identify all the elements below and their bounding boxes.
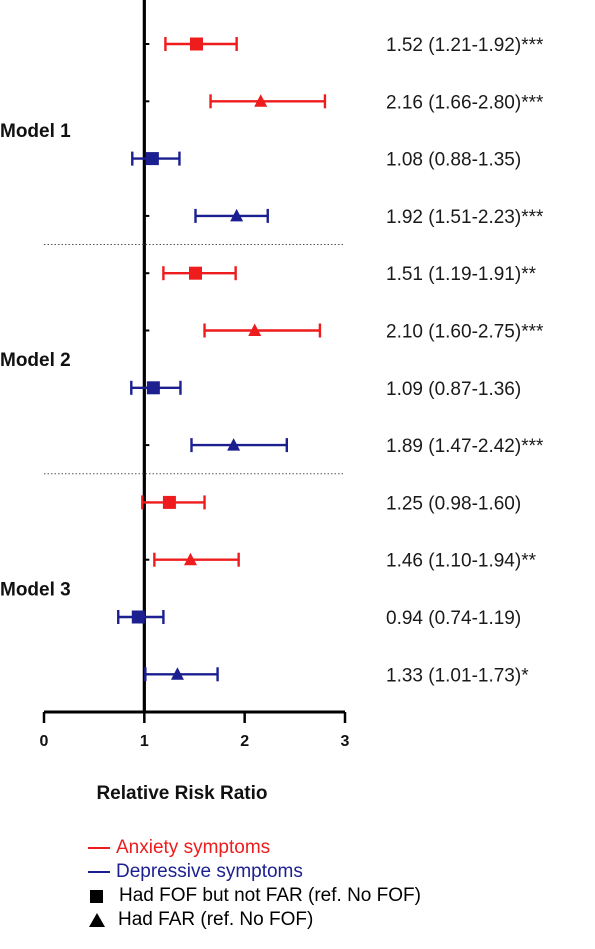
point-estimate-triangle bbox=[183, 552, 197, 566]
triangle-marker-icon bbox=[89, 913, 105, 927]
point-estimate-triangle bbox=[230, 208, 244, 222]
estimate-label: 1.92 (1.51-2.23)*** bbox=[386, 207, 544, 228]
square-marker-icon bbox=[90, 889, 103, 903]
legend-item-triangle: Had FAR (ref. No FOF) bbox=[88, 908, 421, 932]
legend-label-square: Had FOF but not FAR (ref. No FOF) bbox=[119, 885, 421, 906]
point-estimate-square bbox=[162, 495, 176, 509]
model-label: Model 1 bbox=[0, 121, 71, 142]
anxiety-line-icon bbox=[88, 847, 110, 849]
estimate-label: 1.51 (1.19-1.91)** bbox=[386, 264, 537, 285]
point-estimate-square bbox=[131, 610, 145, 624]
point-estimate-square bbox=[190, 37, 204, 51]
legend: Anxiety symptoms Depressive symptoms Had… bbox=[88, 836, 421, 932]
legend-label-triangle: Had FAR (ref. No FOF) bbox=[118, 909, 314, 930]
x-tick-label: 0 bbox=[40, 733, 49, 750]
model-label: Model 3 bbox=[0, 579, 71, 600]
forest-plot: 0 1 2 3 Relative Risk Ratio 1.52 (1.21-1.92)*… bbox=[0, 0, 544, 804]
depressive-line-icon bbox=[88, 871, 110, 873]
model-label: Model 2 bbox=[0, 350, 71, 371]
legend-label-depressive: Depressive symptoms bbox=[116, 861, 303, 882]
legend-item-depressive: Depressive symptoms bbox=[88, 860, 421, 884]
legend-item-square: Had FOF but not FAR (ref. No FOF) bbox=[88, 884, 421, 908]
point-estimate-square bbox=[189, 266, 203, 280]
point-estimate-triangle bbox=[248, 323, 262, 336]
estimate-label: 0.94 (0.74-1.19) bbox=[386, 608, 521, 629]
x-tick-label: 3 bbox=[341, 733, 350, 750]
legend-item-anxiety: Anxiety symptoms bbox=[88, 836, 421, 860]
point-estimate-square bbox=[145, 152, 159, 166]
estimate-label: 1.46 (1.10-1.94)** bbox=[386, 551, 537, 572]
legend-label-anxiety: Anxiety symptoms bbox=[116, 837, 271, 858]
estimate-label: 2.16 (1.66-2.80)*** bbox=[386, 92, 544, 113]
point-estimate-triangle bbox=[227, 438, 241, 451]
estimate-label: 2.10 (1.60-2.75)*** bbox=[386, 322, 544, 343]
estimate-label: 1.89 (1.47-2.42)*** bbox=[386, 436, 544, 457]
x-tick-label: 1 bbox=[140, 733, 149, 750]
estimate-label: 1.25 (0.98-1.60) bbox=[386, 493, 521, 514]
estimate-label: 1.09 (0.87-1.36) bbox=[386, 379, 521, 400]
point-estimate-square bbox=[146, 381, 160, 395]
point-estimate-triangle bbox=[170, 667, 184, 680]
x-tick-label: 2 bbox=[240, 733, 249, 750]
estimate-label: 1.33 (1.01-1.73)* bbox=[386, 665, 529, 686]
estimate-label: 1.08 (0.88-1.35) bbox=[386, 150, 521, 171]
x-axis-title: Relative Risk Ratio bbox=[96, 783, 267, 804]
estimate-label: 1.52 (1.21-1.92)*** bbox=[386, 35, 544, 56]
point-estimate-triangle bbox=[254, 94, 268, 107]
